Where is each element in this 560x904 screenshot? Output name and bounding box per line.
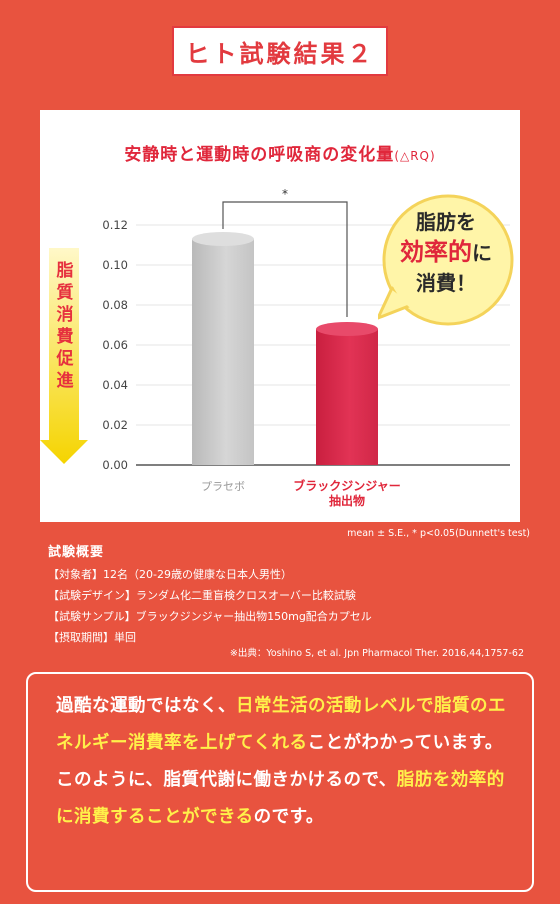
- side-char: 脂: [56, 261, 74, 281]
- study-summary: 試験概要 【対象者】12名（20-29歳の健康な日本人男性） 【試験デザイン】ラ…: [48, 541, 372, 648]
- speech-bubble: [378, 194, 514, 326]
- bubble-line-1: 脂肪を: [416, 210, 476, 234]
- bubble-line-3: 消費！: [416, 271, 476, 295]
- callout-text: 過酷な運動ではなく、日常生活の活動レベルで脂質のエネルギー消費率を上げてくれるこ…: [56, 688, 516, 836]
- callout-highlight: 日常生活の活動レベルで脂質のエネルギー消費率を上げてくれる: [56, 696, 506, 753]
- y-tick-label: 0.10: [102, 258, 128, 272]
- stat-note: mean ± S.E., * p<0.05(Dunnett's test): [347, 528, 530, 539]
- x-category-label: 抽出物: [329, 493, 365, 508]
- callout-segment: 過酷な運動ではなく、: [56, 696, 236, 716]
- y-tick-label: 0.12: [102, 218, 128, 232]
- y-tick-label: 0.04: [102, 378, 128, 392]
- significance-star: *: [282, 187, 288, 201]
- side-char: 質: [56, 283, 74, 303]
- source-citation: ※出典：Yoshino S, et al. Jpn Pharmacol Ther…: [229, 648, 524, 659]
- side-char: 消: [56, 305, 74, 325]
- chart-title-unit: (△RQ): [394, 149, 436, 163]
- callout-box: [26, 672, 534, 892]
- summary-row: 【対象者】12名（20-29歳の健康な日本人男性）: [48, 568, 292, 581]
- down-arrow-icon: [40, 248, 88, 464]
- callout-segment: ことがわかっています。このように、脂質代謝に働きかけるので、: [56, 733, 503, 790]
- x-category-label: プラセボ: [201, 480, 245, 493]
- callout-highlight: 脂肪を効率的に消費することができる: [56, 770, 505, 827]
- side-char: 進: [56, 371, 74, 391]
- summary-row: 【試験デザイン】ランダム化二重盲検クロスオーバー比較試験: [48, 589, 356, 602]
- page-title: ヒト試験結果２: [185, 39, 375, 68]
- bubble-emphasis: 効率的: [400, 238, 472, 266]
- summary-row: 【摂取期間】単回: [48, 631, 136, 644]
- bubble-text: 脂肪を 効率的に 消費！: [378, 200, 514, 297]
- x-category-label: ブラックジンジャー: [293, 478, 400, 493]
- summary-row: 【試験サンプル】ブラックジンジャー抽出物150mg配合カプセル: [48, 610, 372, 623]
- side-char: 促: [56, 349, 74, 369]
- chart-title: 安静時と運動時の呼吸商の変化量(△RQ): [40, 140, 520, 165]
- bubble-line-2: 効率的に: [378, 236, 514, 269]
- bubble-suffix: に: [472, 241, 492, 265]
- y-tick-label: 0.06: [102, 338, 128, 352]
- bar-placebo: [192, 232, 254, 465]
- chart-title-text: 安静時と運動時の呼吸商の変化量: [124, 145, 395, 165]
- y-tick-label: 0.08: [102, 298, 128, 312]
- y-tick-label: 0.02: [102, 418, 128, 432]
- summary-heading: 試験概要: [48, 545, 105, 560]
- bar-black-ginger: [316, 322, 378, 465]
- callout-segment: のです。: [253, 807, 324, 827]
- title-box: ヒト試験結果２: [172, 26, 388, 76]
- side-char: 費: [56, 327, 74, 347]
- y-tick-label: 0.00: [102, 458, 128, 472]
- fat-consumption-label: 脂 質 消 費 促 進: [52, 260, 78, 392]
- significance-bracket: [222, 201, 348, 317]
